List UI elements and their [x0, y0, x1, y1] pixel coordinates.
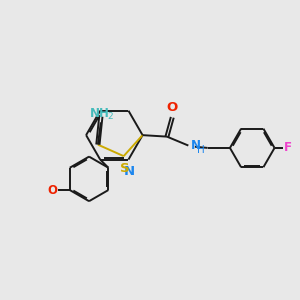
Text: 2: 2: [107, 112, 113, 121]
Text: H: H: [197, 145, 205, 155]
Text: N: N: [190, 139, 200, 152]
Text: O: O: [167, 101, 178, 114]
Text: S: S: [120, 162, 130, 175]
Text: F: F: [284, 141, 292, 154]
Text: O: O: [47, 184, 57, 196]
Text: NH: NH: [89, 107, 109, 120]
Text: N: N: [124, 165, 135, 178]
